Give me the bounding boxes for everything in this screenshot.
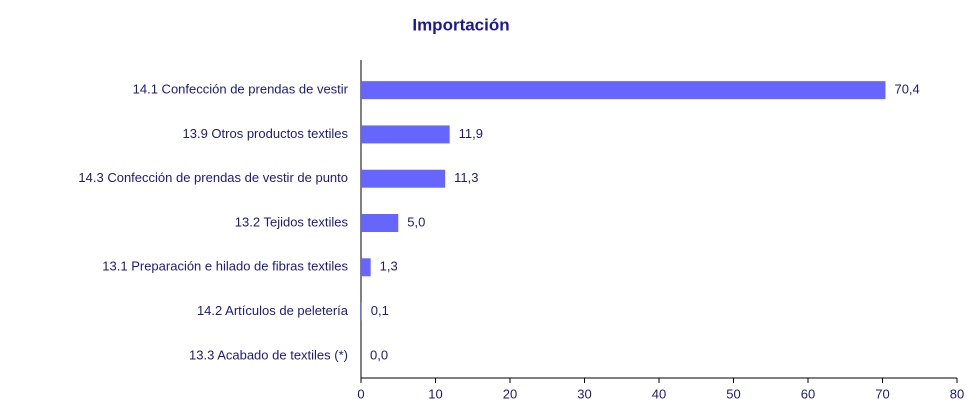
x-tick-label: 70: [875, 386, 889, 401]
value-label: 0,1: [371, 303, 389, 318]
bar: [361, 81, 886, 100]
y-tick-label: 14.1 Confección de prendas de vestir: [133, 82, 349, 97]
y-tick-label: 14.3 Confección de prendas de vestir de …: [78, 170, 348, 185]
x-tick-label: 80: [950, 386, 964, 401]
bar: [361, 302, 362, 321]
y-tick-label: 13.3 Acabado de textiles (*): [189, 347, 348, 362]
y-tick-label: 14.2 Artículos de peletería: [197, 303, 349, 318]
value-label: 1,3: [380, 259, 398, 274]
value-label: 5,0: [407, 214, 425, 229]
x-tick-label: 10: [428, 386, 442, 401]
value-label: 70,4: [894, 82, 919, 97]
y-tick-label: 13.9 Otros productos textiles: [183, 126, 349, 141]
x-tick-label: 20: [503, 386, 517, 401]
x-tick-label: 40: [652, 386, 666, 401]
y-tick-label: 13.1 Preparación e hilado de fibras text…: [102, 259, 348, 274]
y-tick-label: 13.2 Tejidos textiles: [235, 214, 349, 229]
value-label: 11,3: [454, 170, 478, 185]
bar: [361, 258, 371, 277]
x-tick-label: 0: [357, 386, 364, 401]
value-label: 11,9: [459, 126, 483, 141]
bar: [361, 125, 450, 144]
value-label: 0,0: [370, 347, 388, 362]
bar: [361, 214, 399, 232]
x-tick-label: 60: [801, 386, 815, 401]
x-tick-label: 30: [577, 386, 591, 401]
bar: [361, 169, 446, 188]
x-tick-label: 50: [726, 386, 740, 401]
chart-title: Importación: [412, 15, 509, 34]
